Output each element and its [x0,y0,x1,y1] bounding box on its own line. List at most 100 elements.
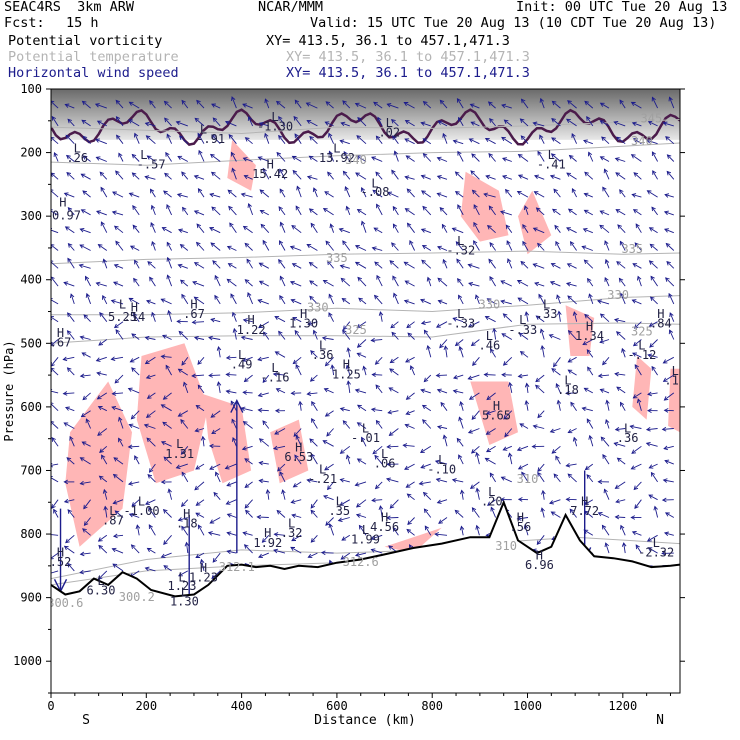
wind-vector [389,260,399,269]
wind-vector [533,191,545,198]
wind-vector [209,153,221,162]
wind-vector [291,534,302,542]
wind-vector [467,263,480,269]
wind-vector [392,223,399,233]
wind-vector [195,552,205,558]
wind-vector [162,508,172,518]
wind-vector [503,119,513,127]
wind-vector [587,277,594,287]
wind-vector [166,256,173,269]
wind-vector [470,339,480,347]
wind-vector [517,174,529,180]
wind-vector [549,174,561,180]
wind-vector [133,312,140,322]
wind-vector [418,481,431,486]
wind-vector [144,335,156,341]
wind-vector [437,120,448,127]
pv-shaded-region [65,381,132,547]
wind-vector [67,312,75,322]
wind-vector [194,427,205,433]
wind-vector [456,437,464,447]
wind-vector [279,275,286,287]
wind-vector [226,549,237,555]
wind-vector [342,100,351,109]
wind-vector [582,339,594,346]
wind-vector [306,244,318,251]
wind-vector [246,258,253,269]
wind-vector [488,152,496,162]
wind-vector [210,242,221,251]
wind-vector [588,434,594,447]
wind-vector [225,355,237,361]
pv-shaded-region [203,394,252,484]
wind-vector [226,481,237,487]
wind-vector [78,263,91,269]
wind-vector [130,544,140,554]
wind-vector [69,435,75,447]
wind-vector [63,422,75,429]
wind-vector [537,410,545,419]
wind-vector [97,534,108,542]
wind-vector [661,426,674,432]
wind-vector [225,499,237,505]
wind-vector [489,472,496,483]
wind-vector [442,132,448,144]
wind-vector [307,552,318,559]
wind-vector [486,298,496,305]
pv-value-label: 1.25 [332,367,361,381]
wind-vector [535,315,545,323]
wind-vector [567,428,577,434]
wind-vector [370,337,383,343]
wind-vector [292,481,302,488]
wind-vector [405,481,415,488]
wind-vector [278,258,286,269]
wind-vector [666,260,675,269]
pv-value-label: -.08 [361,185,390,199]
wind-vector [409,365,416,376]
low-marker-label: L [176,437,183,451]
x-axis-title: Distance (km) [314,713,416,728]
wind-vector [225,372,237,377]
wind-vector [193,335,205,341]
pv-value-label: -.12 [627,348,656,362]
wind-vector [67,206,75,216]
pv-value-label: 1.23 [168,579,197,593]
wind-vector [177,263,188,269]
wind-vector [371,156,383,162]
wind-vector [227,189,237,198]
field-pv-name: Potential vorticity [8,33,163,49]
wind-vector [94,103,107,109]
wind-vector [66,171,75,180]
high-marker-label: H [247,313,254,327]
wind-vector [649,296,658,305]
wind-vector [240,192,253,198]
wind-vector [80,209,91,216]
theta-contour-label: 340 [631,134,653,148]
wind-vector [586,349,594,358]
wind-vector [534,384,545,394]
wind-vector [663,445,674,451]
wind-vector [407,517,415,526]
wind-vector [537,471,545,483]
wind-vector [97,244,108,251]
wind-vector [557,310,562,322]
wind-vector [181,99,189,109]
wind-vector [613,441,626,447]
wind-vector [322,279,334,287]
center-label: NCAR/MMM [258,0,324,15]
wind-vector [409,239,416,251]
wind-vector [404,423,415,429]
y-tick-label: 1000 [13,654,42,668]
wind-vector [192,280,205,287]
wind-vector [372,445,383,455]
wind-vector [231,96,237,109]
wind-vector [523,524,529,536]
y-axis-title: Pressure (hPa) [2,340,16,441]
pv-value-label: -.01 [351,431,380,445]
wind-vector [452,389,464,394]
pv-value-label: 5.25 [108,310,137,324]
wind-vector [555,455,561,465]
wind-vector [226,531,237,536]
wind-vector [225,389,237,394]
wind-vector [328,293,335,305]
